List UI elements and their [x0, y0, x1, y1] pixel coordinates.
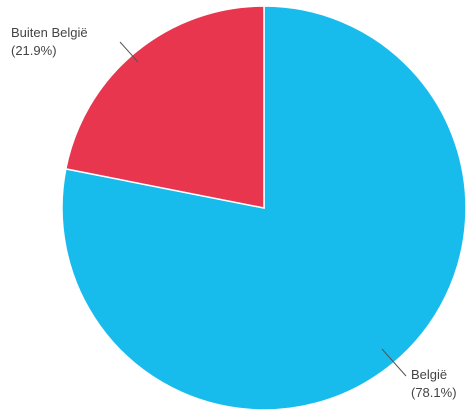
slice-pct-belgie: (78.1%): [411, 385, 457, 400]
pie-slices: [61, 5, 467, 410]
leader-line-buiten-belgie: [119, 41, 139, 63]
slice-pct-buiten-belgie: (21.9%): [11, 43, 57, 58]
leader-line-belgie: [381, 348, 407, 377]
leader-lines: [119, 41, 407, 377]
pie-slice-1: [64, 5, 265, 209]
slice-label-buiten-belgie: Buiten België: [11, 25, 88, 40]
slice-label-belgie: België: [411, 367, 447, 382]
